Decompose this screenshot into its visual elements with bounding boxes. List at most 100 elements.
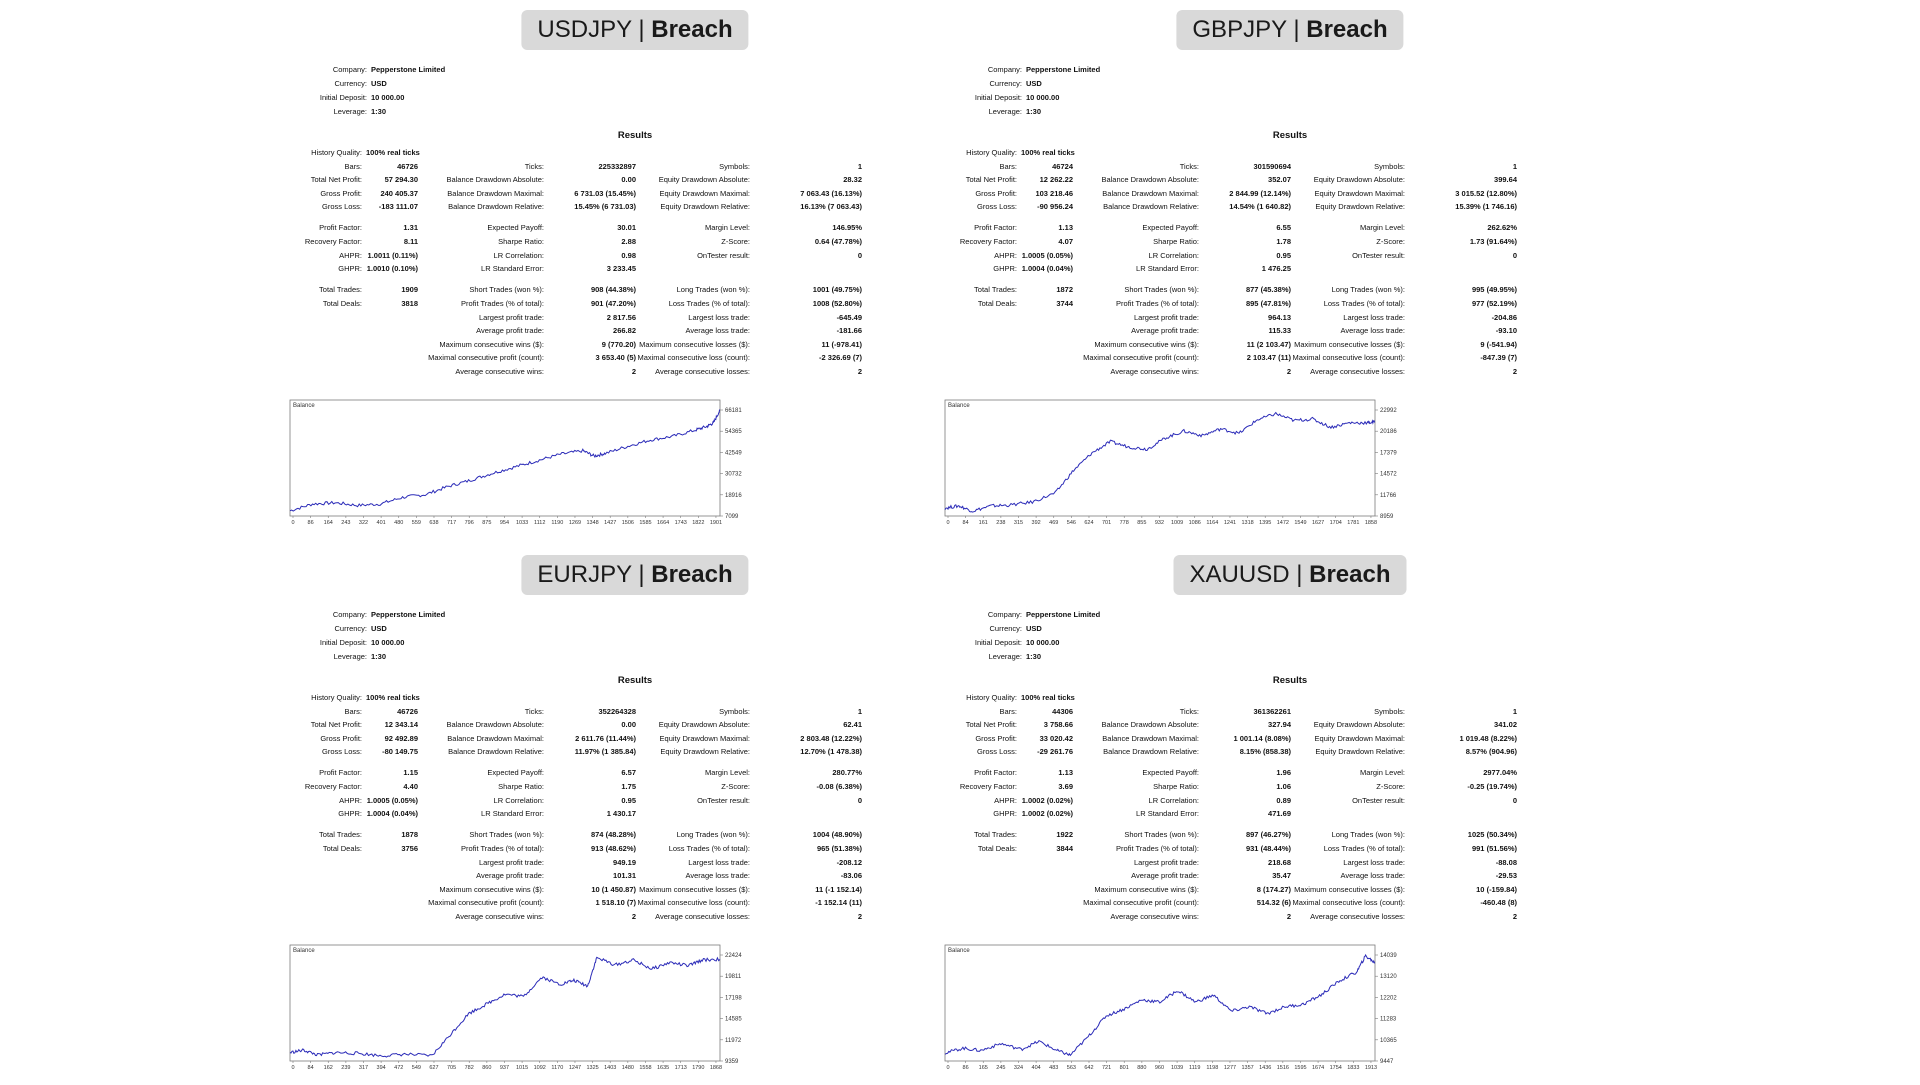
x-tick-label: 1635 xyxy=(657,1065,669,1071)
results-row: GHPR: 1.0004 (0.04%) LR Standard Error: 1 4… xyxy=(290,807,870,820)
x-tick-label: 1754 xyxy=(1330,1065,1342,1071)
metric-label: Balance Drawdown Maximal: xyxy=(447,733,544,743)
metric-value: 35.47 xyxy=(1272,871,1291,881)
metric-label: Maximal consecutive profit (count): xyxy=(428,898,544,908)
account-header: Company: Pepperstone Limited Currency: USD… xyxy=(945,608,1100,664)
metric-value: 1004 (48.90%) xyxy=(812,830,862,840)
metric-label: Recovery Factor: xyxy=(304,782,362,792)
results-row: Maximal consecutive profit (count): 514.3… xyxy=(945,896,1525,909)
metric-value: -29.53 xyxy=(1495,871,1517,881)
metric-label: Gross Loss: xyxy=(321,747,362,757)
x-tick-label: 1472 xyxy=(1277,520,1289,526)
results-row: Maximal consecutive profit (count): 1 518… xyxy=(290,896,870,909)
metric-value: 1 019.48 (8.22%) xyxy=(1459,733,1517,743)
x-tick-label: 315 xyxy=(1014,520,1023,526)
metric-value: 3.69 xyxy=(1058,782,1073,792)
metric-label: Short Trades (won %): xyxy=(469,830,544,840)
results-row: History Quality: 100% real ticks xyxy=(290,146,870,159)
metric-value: 1.06 xyxy=(1276,782,1291,792)
x-tick-label: 1743 xyxy=(675,520,687,526)
metric-value: 0.00 xyxy=(621,720,636,730)
metric-value: 8.11 xyxy=(403,237,418,247)
metric-label: GHPR: xyxy=(993,264,1017,274)
metric-label: Z-Score: xyxy=(1376,237,1405,247)
metric-value: -645.49 xyxy=(836,312,862,322)
results-row: GHPR: 1.0004 (0.04%) LR Standard Error: 1 4… xyxy=(945,262,1525,275)
header-key: Currency: xyxy=(989,624,1022,633)
metric-value: 6 731.03 (15.45%) xyxy=(574,188,636,198)
x-tick-label: 559 xyxy=(412,520,421,526)
metric-value: 100% real ticks xyxy=(366,148,420,157)
header-value: Pepperstone Limited xyxy=(1026,65,1101,74)
metric-value: 2.88 xyxy=(621,237,636,247)
x-tick-label: 469 xyxy=(1049,520,1058,526)
metric-label: Largest loss trade: xyxy=(688,857,750,867)
metric-label: Sharpe Ratio: xyxy=(1153,782,1199,792)
x-tick-label: 0 xyxy=(946,520,949,526)
metric-label: Maximum consecutive losses ($): xyxy=(1294,884,1405,894)
metric-label: Symbols: xyxy=(719,161,750,171)
header-value: 10 000.00 xyxy=(371,638,405,647)
report-panel-eurjpy: EURJPY | Breach Company: Pepperstone Limi… xyxy=(289,545,950,1085)
metric-label: Maximal consecutive profit (count): xyxy=(428,353,544,363)
x-tick-label: 960 xyxy=(1155,1065,1164,1071)
metric-label: Equity Drawdown Relative: xyxy=(1315,202,1405,212)
results-row: Gross Loss: -183 111.07 Balance Drawdown R… xyxy=(290,200,870,213)
strategy-label: Breach xyxy=(651,561,733,588)
metric-value: 240 405.37 xyxy=(380,188,418,198)
metric-value: -83.06 xyxy=(840,871,862,881)
metric-label: Loss Trades (% of total): xyxy=(1323,298,1405,308)
header-row: Initial Deposit: 10 000.00 xyxy=(945,91,1100,105)
metric-label: Symbols: xyxy=(1374,161,1405,171)
balance-chart: Balance 66181 54365 42549 30732 18916 7099 0 86 1… xyxy=(289,399,820,532)
results-row: Bars: 44306 Ticks: 361362261 Symbols: 1 xyxy=(945,705,1525,718)
results-row: Average profit trade: 266.82 Average loss … xyxy=(290,324,870,337)
metric-label: LR Correlation: xyxy=(1148,795,1199,805)
metric-value: 949.19 xyxy=(613,857,636,867)
x-tick-label: 549 xyxy=(412,1065,421,1071)
metric-label: Average profit trade: xyxy=(1131,326,1199,336)
x-tick-label: 782 xyxy=(465,1065,474,1071)
metric-label: Maximum consecutive losses ($): xyxy=(1294,339,1405,349)
metric-value: 262.62% xyxy=(1487,223,1517,233)
metric-value: 100% real ticks xyxy=(366,693,420,702)
header-key: Initial Deposit: xyxy=(319,638,367,647)
metric-label: Largest profit trade: xyxy=(1133,857,1199,867)
metric-value: -460.48 (8) xyxy=(1480,898,1517,908)
x-tick-label: 563 xyxy=(1067,1065,1076,1071)
results-row: Average profit trade: 101.31 Average loss … xyxy=(290,869,870,882)
metric-label: Sharpe Ratio: xyxy=(1153,237,1199,247)
metric-label: Profit Factor: xyxy=(319,223,362,233)
chart-title: Balance xyxy=(948,948,970,954)
metric-value: 2 xyxy=(1286,911,1291,921)
results-row: Maximal consecutive profit (count): 2 103… xyxy=(945,351,1525,364)
metric-label: LR Standard Error: xyxy=(481,809,544,819)
results-title: Results xyxy=(1272,675,1308,686)
metric-value: 1.96 xyxy=(1276,768,1291,778)
y-tick-label: 14039 xyxy=(1380,953,1397,959)
metric-label: AHPR: xyxy=(339,795,362,805)
header-key: Initial Deposit: xyxy=(974,93,1022,102)
header-row: Initial Deposit: 10 000.00 xyxy=(945,636,1100,650)
results-title: Results xyxy=(617,130,653,141)
metric-label: Bars: xyxy=(999,161,1017,171)
results-row: Gross Profit: 33 020.42 Balance Drawdown M… xyxy=(945,732,1525,745)
metric-label: Average profit trade: xyxy=(1131,871,1199,881)
metric-label: LR Standard Error: xyxy=(1136,809,1199,819)
x-tick-label: 480 xyxy=(394,520,403,526)
header-key: Company: xyxy=(332,610,367,619)
results-row: Bars: 46724 Ticks: 301590694 Symbols: 1 xyxy=(945,160,1525,173)
metric-label: Recovery Factor: xyxy=(959,237,1017,247)
results-row: History Quality: 100% real ticks xyxy=(290,691,870,704)
metric-value: 8 (174.27) xyxy=(1256,884,1291,894)
metric-label: Equity Drawdown Absolute: xyxy=(1313,720,1405,730)
metric-label: Balance Drawdown Absolute: xyxy=(446,720,544,730)
metric-label: GHPR: xyxy=(338,809,362,819)
metric-value: 1872 xyxy=(1056,285,1073,295)
metric-label: Total Net Profit: xyxy=(310,175,362,185)
metric-label: OnTester result: xyxy=(1352,795,1405,805)
y-tick-label: 42549 xyxy=(725,450,742,456)
x-tick-label: 1092 xyxy=(534,1065,546,1071)
metric-label: Average consecutive wins: xyxy=(1110,366,1199,376)
balance-chart: Balance 22424 19811 17198 14585 11972 9359 0 84 1… xyxy=(289,944,820,1077)
